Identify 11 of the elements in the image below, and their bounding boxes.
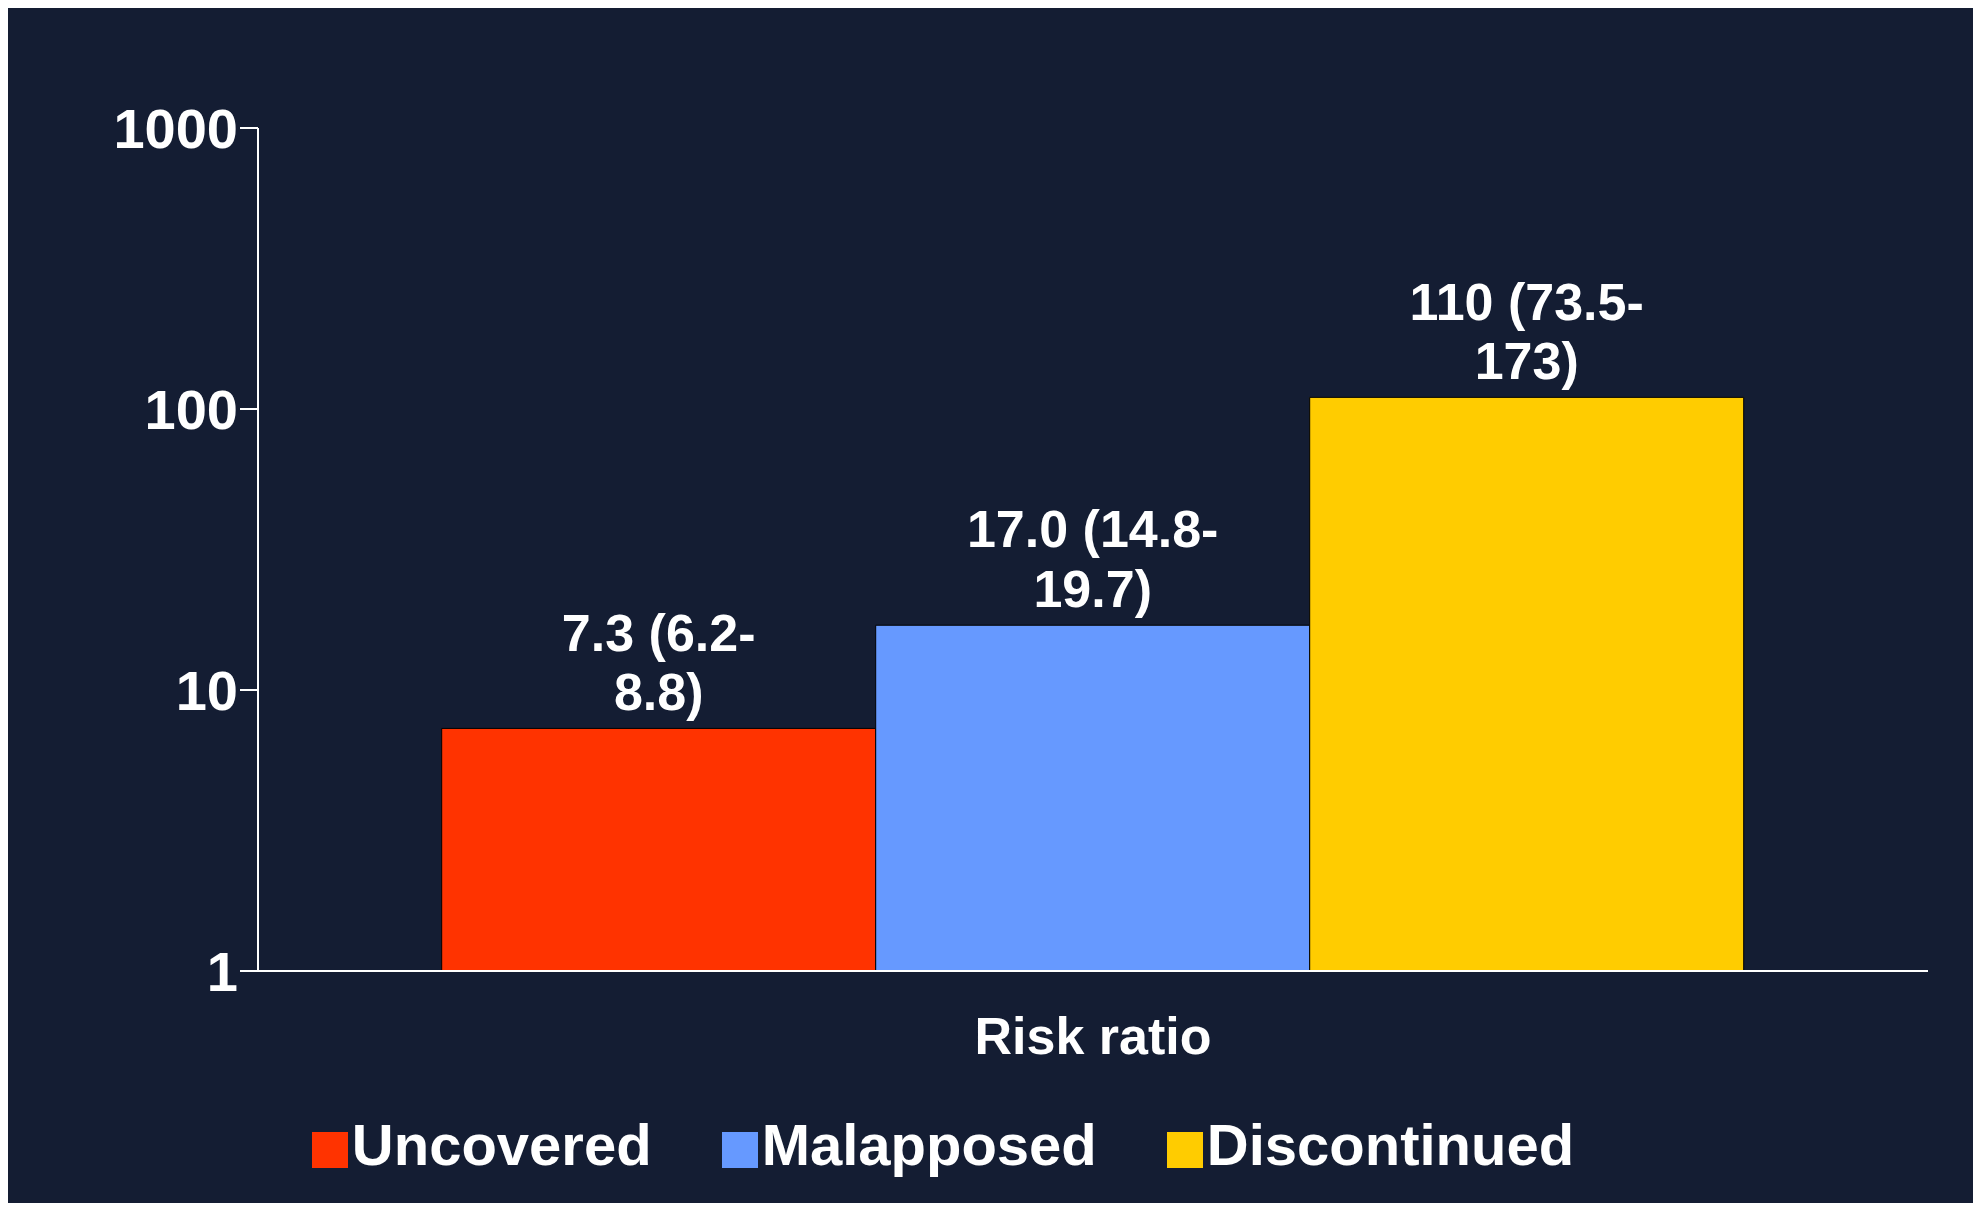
y-tick-label: 1000: [113, 96, 238, 160]
y-tick-label: 10: [175, 658, 238, 722]
data-label: 7.3 (6.2-8.8): [561, 603, 756, 722]
data-label: 17.0 (14.8-19.7): [966, 500, 1219, 619]
legend-label: Discontinued: [1206, 1112, 1575, 1177]
legend-label: Uncovered: [351, 1112, 652, 1177]
y-tick-label: 1: [206, 939, 238, 1003]
y-tick-label: 100: [144, 377, 238, 441]
legend-label: Malapposed: [761, 1112, 1097, 1177]
data-label: 110 (73.5-173): [1409, 272, 1644, 391]
x-tick-label: Risk ratio: [974, 1006, 1212, 1065]
